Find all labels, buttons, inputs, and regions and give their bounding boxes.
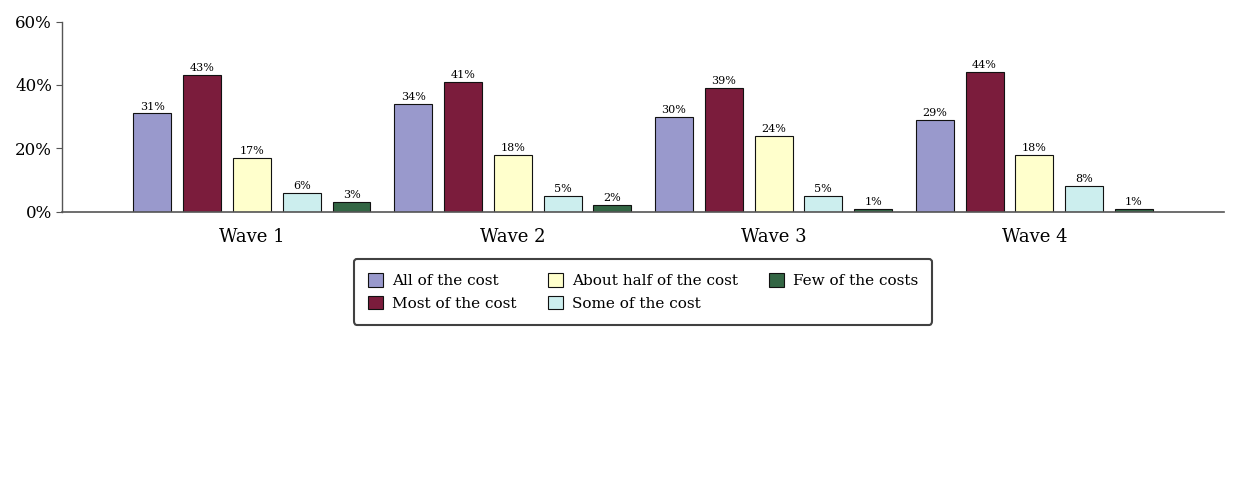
Text: 17%: 17%	[239, 146, 264, 156]
Bar	[394, 104, 432, 212]
Bar	[804, 196, 843, 212]
Text: 41%: 41%	[451, 70, 476, 80]
Bar	[233, 158, 271, 212]
Text: 5%: 5%	[814, 184, 833, 194]
Bar	[134, 113, 171, 212]
Bar	[593, 205, 632, 212]
Text: 18%: 18%	[1022, 143, 1047, 153]
Bar	[755, 136, 793, 212]
Bar	[183, 76, 221, 212]
Text: 1%: 1%	[865, 197, 882, 207]
Text: 43%: 43%	[190, 64, 214, 74]
Text: 2%: 2%	[603, 193, 621, 203]
Bar	[655, 117, 693, 212]
Bar	[965, 72, 1004, 212]
Text: 1%: 1%	[1125, 197, 1142, 207]
Bar	[854, 209, 892, 212]
Bar	[1016, 155, 1053, 212]
Bar	[544, 196, 581, 212]
Bar	[332, 202, 370, 212]
Text: 44%: 44%	[973, 60, 997, 70]
Legend: All of the cost, Most of the cost, About half of the cost, Some of the cost, Few: All of the cost, Most of the cost, About…	[354, 259, 932, 325]
Text: 8%: 8%	[1075, 174, 1093, 184]
Bar	[494, 155, 532, 212]
Bar	[1115, 209, 1152, 212]
Bar	[916, 120, 954, 212]
Bar	[1066, 186, 1103, 212]
Text: 34%: 34%	[400, 92, 426, 102]
Text: 18%: 18%	[501, 143, 525, 153]
Text: 3%: 3%	[343, 190, 361, 200]
Text: 6%: 6%	[292, 181, 311, 191]
Text: 5%: 5%	[554, 184, 571, 194]
Text: 31%: 31%	[140, 101, 165, 111]
Bar	[282, 193, 321, 212]
Text: 30%: 30%	[662, 105, 686, 115]
Text: 39%: 39%	[711, 76, 736, 86]
Text: 29%: 29%	[922, 108, 947, 118]
Text: 24%: 24%	[761, 124, 786, 134]
Bar	[444, 82, 482, 212]
Bar	[705, 88, 742, 212]
